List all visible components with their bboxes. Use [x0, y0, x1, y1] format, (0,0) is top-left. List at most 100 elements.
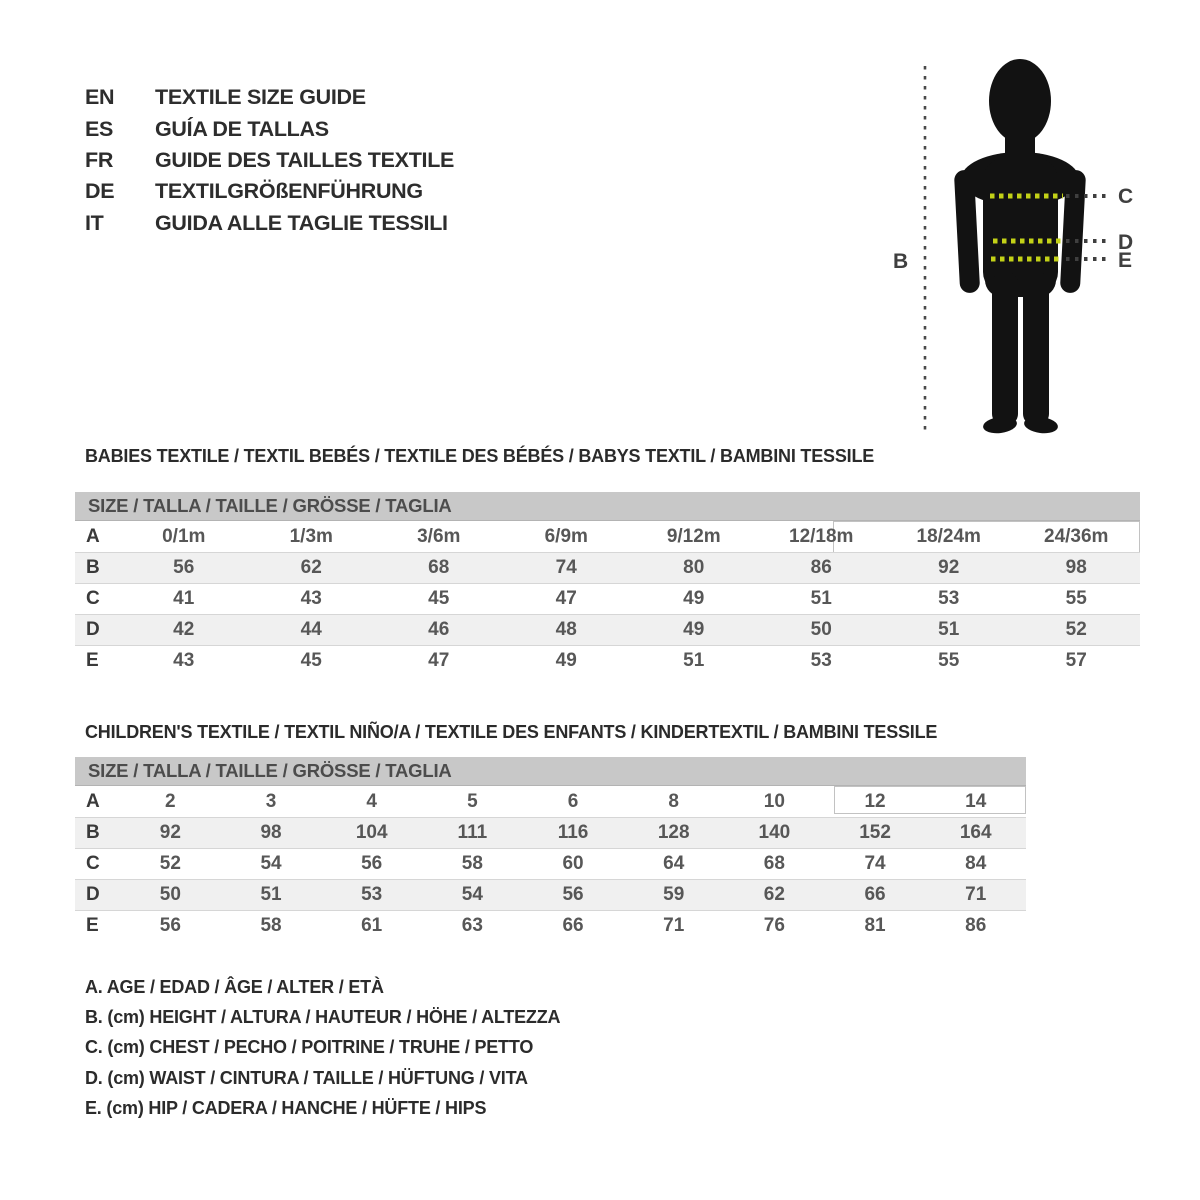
lang-code: ES	[85, 116, 114, 141]
size-value-cell: 12/18m	[789, 525, 854, 547]
row-letter-label: C	[86, 588, 100, 609]
size-row-c: C 52 54 56 58 60 64 68 74 84	[75, 848, 1026, 879]
row-letter-label: D	[86, 884, 100, 905]
size-value-cell: 56	[159, 915, 181, 936]
guide-title: GUIDA ALLE TAGLIE TESSILI	[155, 210, 448, 235]
size-row-b: B 56 62 68 74 80 86 92 98	[75, 552, 1140, 583]
lang-code: IT	[85, 210, 104, 235]
size-value-cell: 56	[562, 884, 584, 905]
legend-waist: D. (cm) WAIST / CINTURA / TAILLE / HÜFTU…	[85, 1067, 528, 1088]
size-value-cell: 111	[457, 822, 488, 843]
size-value-cell: 53	[361, 884, 383, 905]
size-value-cell: 71	[965, 884, 987, 905]
child-measurement-figure: B C D E	[893, 59, 1133, 434]
guide-title: GUÍA DE TALLAS	[155, 116, 329, 141]
size-value-cell: 61	[361, 915, 383, 936]
size-value-cell: 80	[683, 557, 705, 578]
title-row-it: IT GUIDA ALLE TAGLIE TESSILI	[85, 208, 454, 239]
size-value-cell: 86	[965, 915, 987, 936]
size-value-cell: 42	[173, 619, 195, 640]
size-value-cell: 48	[555, 619, 577, 640]
babies-section-title: BABIES TEXTILE / TEXTIL BEBÉS / TEXTILE …	[85, 446, 875, 466]
size-value-cell: 58	[260, 915, 282, 936]
size-value-cell: 4	[366, 790, 377, 812]
size-value-cell: 41	[173, 588, 195, 609]
size-highlight-box	[834, 786, 1026, 814]
children-section-title: CHILDREN'S TEXTILE / TEXTIL NIÑO/A / TEX…	[85, 722, 938, 742]
size-value-cell: 152	[859, 822, 891, 843]
size-row-e: E 56 58 61 63 66 71 76 81 86	[75, 910, 1026, 941]
size-value-cell: 44	[300, 619, 322, 640]
title-language-list: EN TEXTILE SIZE GUIDE ES GUÍA DE TALLAS …	[85, 82, 454, 239]
size-value-cell: 56	[361, 853, 383, 874]
chest-label: C	[1118, 185, 1133, 208]
hip-label: E	[1118, 249, 1132, 272]
row-letter-label: E	[86, 915, 99, 936]
size-value-cell: 49	[683, 588, 705, 609]
row-letter-label: B	[86, 557, 100, 578]
size-value-cell: 47	[428, 650, 450, 671]
waist-label: D	[1118, 231, 1133, 254]
lang-code: DE	[85, 179, 115, 204]
babies-size-table: SIZE / TALLA / TAILLE / GRÖSSE / TAGLIA …	[75, 492, 1140, 676]
size-value-cell: 98	[260, 822, 282, 843]
size-value-cell: 51	[683, 650, 705, 671]
size-value-cell: 164	[959, 822, 992, 843]
children-size-table: SIZE / TALLA / TAILLE / GRÖSSE / TAGLIA …	[75, 757, 1026, 941]
size-row-e: E 43 45 47 49 51 53 55 57	[75, 645, 1140, 676]
size-row-a: A 2 3 4 5 6 8 10 12 14	[75, 786, 1026, 817]
size-value-cell: 76	[763, 915, 785, 936]
size-row-d: D 50 51 53 54 56 59 62 66 71	[75, 879, 1026, 910]
size-value-cell: 50	[159, 884, 181, 905]
legend-hip: E. (cm) HIP / CADERA / HANCHE / HÜFTE / …	[85, 1097, 487, 1118]
row-letter-label: C	[86, 853, 100, 874]
size-value-cell: 43	[173, 650, 195, 671]
row-letter-label: E	[86, 650, 99, 671]
size-value-cell: 68	[763, 853, 785, 874]
size-value-cell: 62	[300, 557, 322, 578]
size-value-cell: 55	[938, 650, 960, 671]
size-value-cell: 18/24m	[916, 525, 981, 547]
size-value-cell: 3/6m	[417, 525, 461, 547]
size-value-cell: 52	[159, 853, 181, 874]
size-value-cell: 3	[265, 790, 277, 812]
guide-title: TEXTILE SIZE GUIDE	[155, 85, 366, 110]
size-value-cell: 2	[165, 790, 176, 812]
size-value-cell: 116	[557, 822, 589, 843]
size-value-cell: 46	[428, 619, 450, 640]
size-row-a: A 0/1m 1/3m 3/6m 6/9m 9/12m 12/18m 18/24m 24/36m	[75, 521, 1140, 552]
size-value-cell: 84	[965, 853, 987, 874]
size-value-cell: 8	[668, 790, 679, 812]
size-value-cell: 64	[663, 853, 685, 874]
size-value-cell: 51	[260, 884, 282, 905]
size-value-cell: 53	[938, 588, 960, 609]
legend-height: B. (cm) HEIGHT / ALTURA / HAUTEUR / HÖHE…	[85, 1007, 561, 1028]
size-value-cell: 14	[965, 790, 987, 812]
size-value-cell: 5	[467, 790, 478, 812]
row-letter-label: A	[86, 790, 100, 812]
size-value-cell: 45	[300, 650, 322, 671]
size-value-cell: 47	[555, 588, 577, 609]
child-silhouette-icon	[954, 59, 1086, 434]
lang-code: EN	[85, 85, 115, 110]
size-value-cell: 63	[461, 915, 483, 936]
size-value-cell: 9/12m	[666, 525, 721, 547]
size-row-b: B 92 98 104 111 116 128 140 152 164	[75, 817, 1026, 848]
size-value-cell: 43	[300, 588, 322, 609]
size-value-cell: 1/3m	[289, 525, 333, 547]
size-value-cell: 45	[428, 588, 450, 609]
size-value-cell: 6/9m	[544, 525, 588, 547]
size-value-cell: 98	[1065, 557, 1087, 578]
measurement-legend: A. AGE / EDAD / ÂGE / ALTER / ETÀ B. (cm…	[85, 972, 561, 1123]
legend-chest: C. (cm) CHEST / PECHO / POITRINE / TRUHE…	[85, 1037, 534, 1058]
size-value-cell: 10	[763, 790, 785, 812]
size-value-cell: 66	[562, 915, 584, 936]
size-value-cell: 53	[810, 650, 832, 671]
title-row-en: EN TEXTILE SIZE GUIDE	[85, 82, 454, 113]
size-value-cell: 12	[864, 790, 886, 812]
title-row-fr: FR GUIDE DES TAILLES TEXTILE	[85, 145, 454, 176]
size-value-cell: 54	[461, 884, 483, 905]
size-value-cell: 51	[938, 619, 960, 640]
lang-code: FR	[85, 147, 114, 172]
size-value-cell: 24/36m	[1044, 525, 1109, 547]
